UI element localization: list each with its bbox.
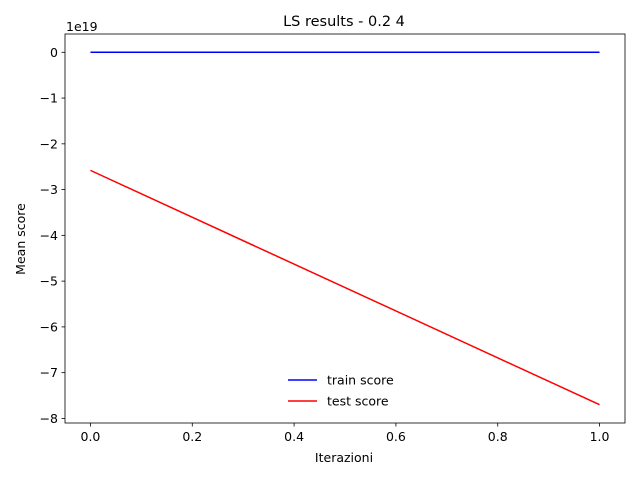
y-tick-label: −5 <box>40 274 58 289</box>
y-tick-label: −8 <box>40 411 58 426</box>
legend-label-test-score: test score <box>327 394 389 409</box>
x-tick-label: 0.8 <box>488 429 508 444</box>
y-offset-label: 1e19 <box>66 19 98 34</box>
y-tick-label: −2 <box>40 136 58 151</box>
y-tick-label: −7 <box>40 365 58 380</box>
x-tick-label: 0.2 <box>182 429 202 444</box>
y-tick-label: −3 <box>40 182 58 197</box>
y-tick-label: −4 <box>40 228 58 243</box>
y-tick-label: −6 <box>40 319 58 334</box>
x-tick-label: 0.6 <box>386 429 406 444</box>
legend: train score test score <box>288 373 394 409</box>
y-axis-title: Mean score <box>13 203 28 275</box>
chart-title: LS results - 0.2 4 <box>283 14 405 30</box>
y-tick-label: 0 <box>50 45 58 60</box>
series-line-test-score <box>90 169 600 406</box>
legend-label-train-score: train score <box>327 373 394 388</box>
x-tick-label: 0.4 <box>284 429 304 444</box>
y-tick-label: −1 <box>40 91 58 106</box>
axes-frame <box>64 33 626 424</box>
x-tick-label: 1.0 <box>590 429 610 444</box>
plot-area: 0.0 0.2 0.4 0.6 0.8 1.0 0 −1 −2 −3 −4 −5 −6 −7 −8 <box>40 33 626 444</box>
x-axis-title: Iterazioni <box>315 450 373 465</box>
x-tick-label: 0.0 <box>81 429 101 444</box>
